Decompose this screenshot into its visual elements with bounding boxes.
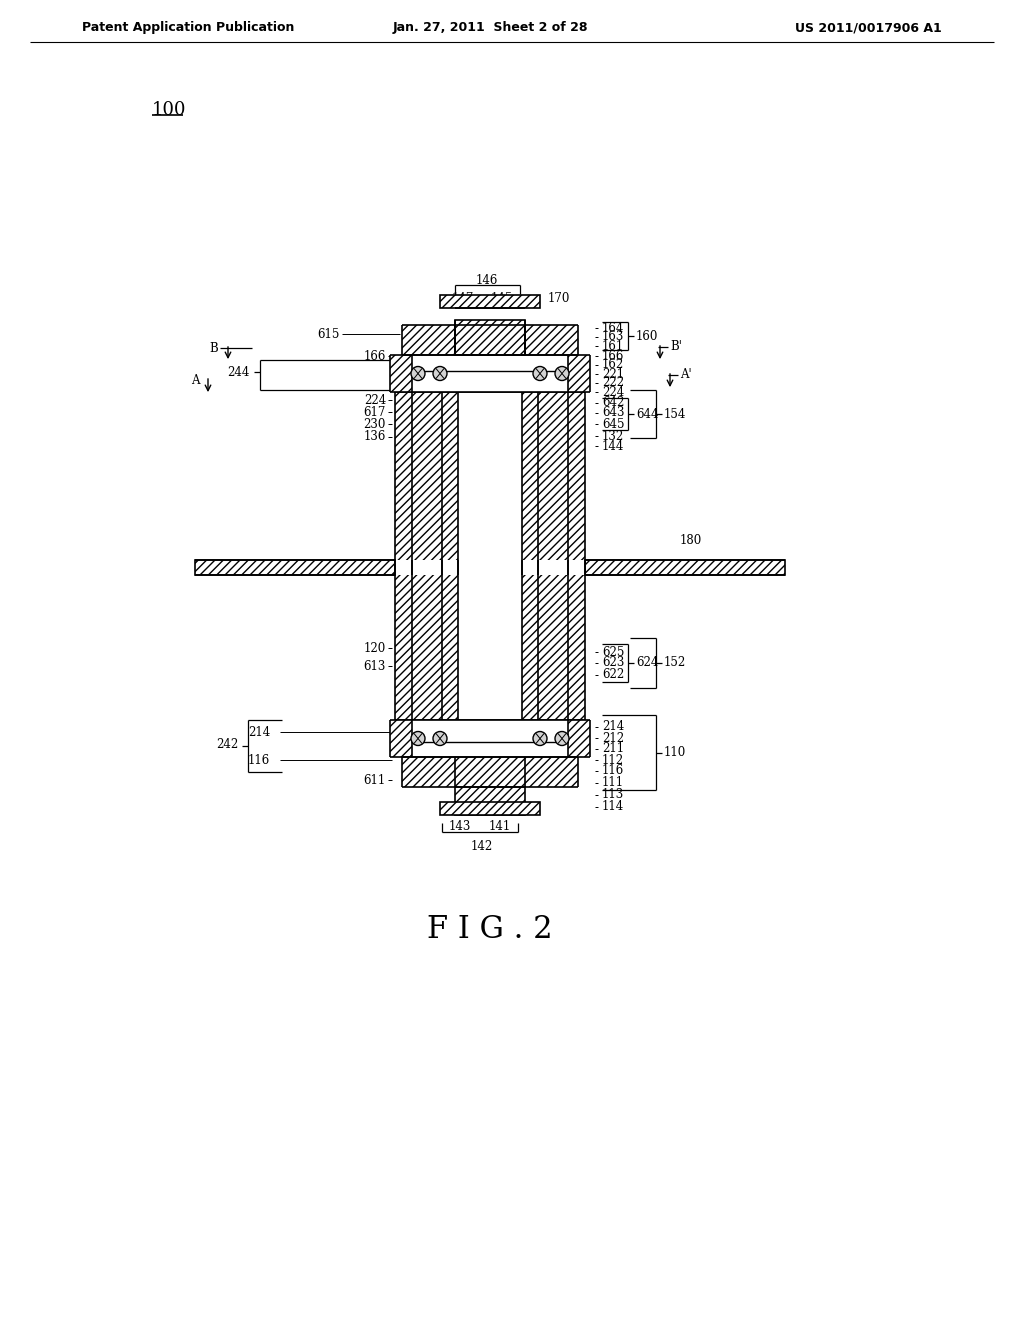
- Circle shape: [433, 731, 447, 746]
- Text: 112: 112: [602, 754, 624, 767]
- Text: 164: 164: [602, 322, 625, 334]
- Text: 642: 642: [602, 396, 625, 409]
- Circle shape: [555, 731, 569, 746]
- Text: 224: 224: [364, 393, 386, 407]
- Circle shape: [534, 367, 547, 380]
- Bar: [538, 392, 568, 719]
- Text: 622: 622: [602, 668, 625, 681]
- Text: 242: 242: [216, 738, 238, 751]
- Text: US 2011/0017906 A1: US 2011/0017906 A1: [796, 21, 942, 34]
- Bar: [568, 719, 590, 756]
- Bar: [412, 355, 568, 392]
- Bar: [442, 392, 458, 719]
- Bar: [402, 756, 455, 787]
- Bar: [455, 756, 525, 787]
- Text: 144: 144: [602, 440, 625, 453]
- Text: 643: 643: [602, 407, 625, 420]
- Text: 142: 142: [471, 840, 494, 853]
- Text: 221: 221: [602, 367, 624, 380]
- Text: 116: 116: [602, 764, 625, 777]
- Bar: [390, 719, 412, 756]
- Text: 613: 613: [364, 660, 386, 672]
- Text: 212: 212: [602, 731, 624, 744]
- Text: 623: 623: [602, 656, 625, 669]
- Text: 145: 145: [490, 292, 513, 305]
- Text: 180: 180: [680, 533, 702, 546]
- Text: 132: 132: [602, 429, 625, 442]
- Bar: [440, 803, 540, 814]
- Text: 170: 170: [548, 292, 570, 305]
- Text: 163: 163: [602, 330, 625, 343]
- Text: 152: 152: [664, 656, 686, 669]
- Text: 211: 211: [602, 742, 624, 755]
- Text: 166: 166: [602, 350, 625, 363]
- Text: Jan. 27, 2011  Sheet 2 of 28: Jan. 27, 2011 Sheet 2 of 28: [392, 21, 588, 34]
- Text: 110: 110: [664, 747, 686, 759]
- Text: 136: 136: [364, 430, 386, 444]
- Bar: [412, 719, 568, 756]
- Text: F I G . 2: F I G . 2: [427, 915, 553, 945]
- Text: 141: 141: [488, 820, 511, 833]
- Text: 147: 147: [452, 292, 474, 305]
- Text: 160: 160: [636, 330, 658, 342]
- Text: 624: 624: [636, 656, 658, 669]
- Text: B': B': [670, 341, 682, 354]
- Text: 161: 161: [602, 339, 625, 352]
- Circle shape: [433, 367, 447, 380]
- Text: Patent Application Publication: Patent Application Publication: [82, 21, 294, 34]
- Bar: [522, 392, 538, 719]
- Text: 224: 224: [602, 385, 625, 399]
- Bar: [585, 560, 785, 576]
- Bar: [525, 325, 578, 355]
- Text: A': A': [680, 368, 691, 381]
- Text: 644: 644: [636, 408, 658, 421]
- Text: 116: 116: [248, 754, 270, 767]
- Bar: [458, 392, 522, 719]
- Text: 222: 222: [602, 376, 624, 389]
- Bar: [395, 560, 585, 576]
- Bar: [402, 325, 455, 355]
- Bar: [525, 756, 578, 787]
- Circle shape: [411, 367, 425, 380]
- Text: 113: 113: [602, 788, 625, 801]
- Text: 120: 120: [364, 642, 386, 655]
- Bar: [390, 355, 412, 392]
- Bar: [412, 392, 442, 719]
- Bar: [195, 560, 395, 576]
- Bar: [395, 392, 412, 719]
- Text: 154: 154: [664, 408, 686, 421]
- Bar: [455, 787, 525, 814]
- Text: B: B: [209, 342, 218, 355]
- Text: 244: 244: [227, 366, 250, 379]
- Bar: [440, 294, 540, 308]
- Text: A: A: [191, 374, 200, 387]
- Text: 617: 617: [364, 405, 386, 418]
- Bar: [455, 319, 525, 355]
- Circle shape: [555, 367, 569, 380]
- Text: 114: 114: [602, 800, 625, 813]
- Bar: [455, 325, 525, 355]
- Text: 111: 111: [602, 776, 624, 789]
- Circle shape: [534, 731, 547, 746]
- Text: 615: 615: [317, 327, 340, 341]
- Text: 214: 214: [248, 726, 270, 738]
- Bar: [568, 355, 590, 392]
- Text: 230: 230: [364, 417, 386, 430]
- Text: 143: 143: [449, 820, 471, 833]
- Bar: [568, 392, 585, 719]
- Text: 214: 214: [602, 721, 625, 734]
- Text: 625: 625: [602, 645, 625, 659]
- Circle shape: [411, 731, 425, 746]
- Text: 100: 100: [152, 102, 186, 119]
- Text: 166: 166: [364, 350, 386, 363]
- Text: 162: 162: [602, 359, 625, 371]
- Text: 645: 645: [602, 417, 625, 430]
- Text: 146: 146: [476, 273, 499, 286]
- Text: 611: 611: [364, 774, 386, 787]
